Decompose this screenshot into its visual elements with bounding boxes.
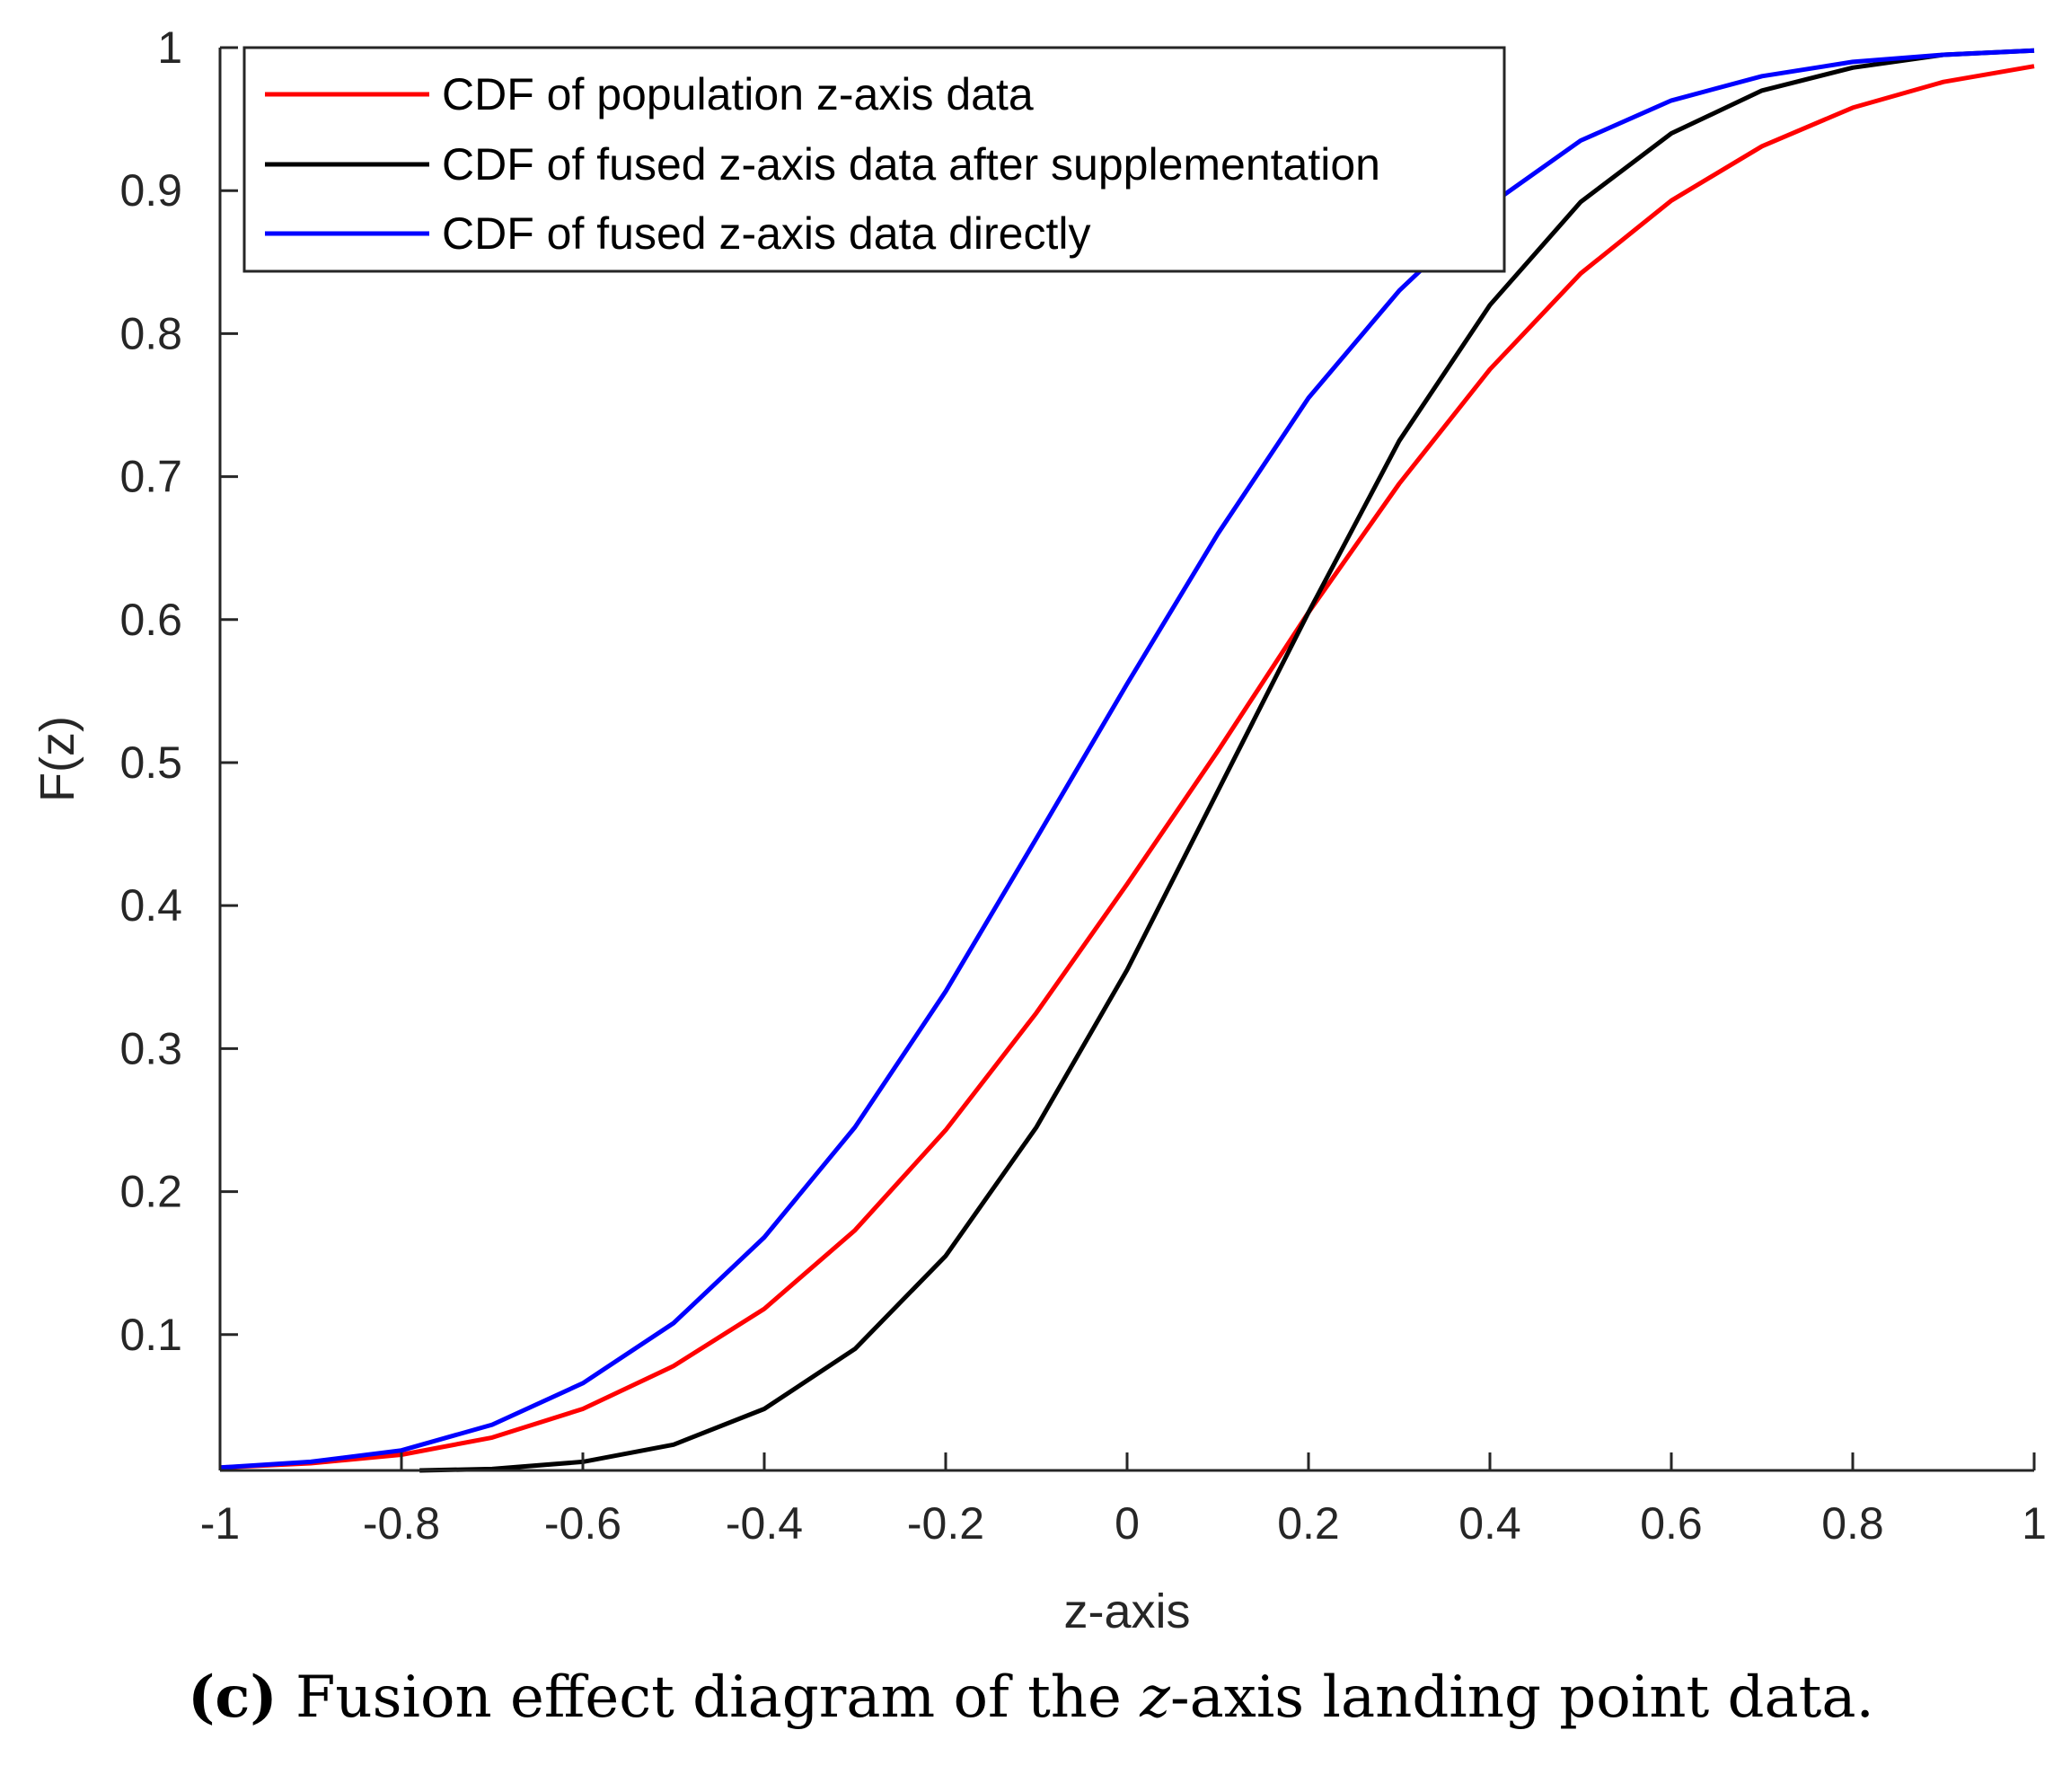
y-tick-label: 0.6	[119, 595, 182, 645]
y-tick-label: 0.1	[119, 1310, 182, 1360]
y-axis-label: F(z)	[31, 716, 84, 802]
series-line-3	[219, 48, 2035, 1470]
x-tick-label: 0.4	[1458, 1498, 1521, 1549]
ticks: -1 -0.8 -0.6 -0.4 -0.2 0 0.2 0.4 0.6 0.8 1 0.1 0.2 0.…	[119, 22, 2046, 1549]
caption-text-before: Fusion effect diagram of the	[277, 1664, 1141, 1731]
x-tick-label: 0.8	[1821, 1498, 1884, 1549]
x-tick-label: 0.2	[1277, 1498, 1340, 1549]
x-tick-label: -0.6	[544, 1498, 621, 1549]
series-line-2	[419, 48, 2035, 1473]
figure-caption: (c) Fusion effect diagram of the z-axis …	[0, 1664, 2062, 1731]
y-tick-label: 0.3	[119, 1023, 182, 1073]
x-tick-label: -0.8	[363, 1498, 440, 1549]
caption-variable: z	[1140, 1664, 1170, 1731]
x-tick-label: -1	[200, 1498, 240, 1549]
x-tick-label: 0.6	[1640, 1498, 1703, 1549]
x-tick-label: 0	[1115, 1498, 1140, 1549]
legend-label-3: CDF of fused z-axis data directly	[442, 208, 1091, 259]
legend-box	[242, 46, 1506, 273]
caption-label: (c)	[188, 1664, 278, 1731]
legend-label-1: CDF of population z-axis data	[442, 69, 1034, 119]
y-tick-label: 0.8	[119, 308, 182, 358]
y-tick-label: 0.2	[119, 1167, 182, 1217]
y-tick-label: 0.4	[119, 880, 182, 931]
x-tick-label: -0.4	[726, 1498, 803, 1549]
series-line-1	[219, 64, 2035, 1470]
cdf-chart: -1 -0.8 -0.6 -0.4 -0.2 0 0.2 0.4 0.6 0.8 1 0.1 0.2 0.…	[31, 22, 2047, 1638]
y-tick-label: 1	[157, 22, 182, 73]
legend-label-2: CDF of fused z-axis data after supplemen…	[442, 139, 1380, 190]
y-tick-label: 0.7	[119, 452, 182, 502]
x-axis-label: z-axis	[1063, 1585, 1190, 1638]
caption-text-after: -axis landing point data.	[1169, 1664, 1874, 1731]
y-tick-label: 0.5	[119, 737, 182, 788]
x-tick-label: -0.2	[907, 1498, 984, 1549]
series-lines	[219, 48, 2035, 1473]
legend: CDF of population z-axis data CDF of fuse…	[242, 46, 1506, 273]
x-tick-label: 1	[2022, 1498, 2047, 1549]
y-tick-label: 0.9	[119, 165, 182, 216]
